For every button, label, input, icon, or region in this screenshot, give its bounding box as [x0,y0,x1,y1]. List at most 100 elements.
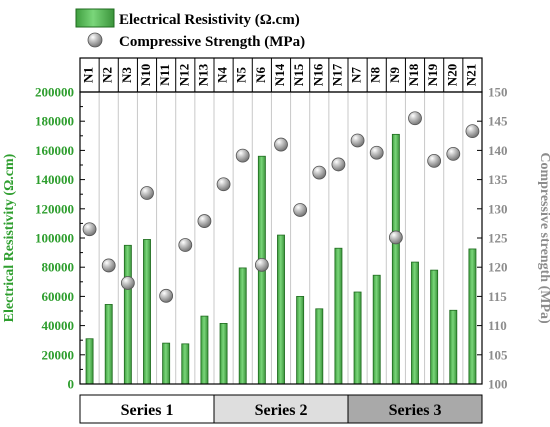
marker-point [254,257,269,272]
marker-point [82,222,97,237]
bar [238,267,247,385]
marker-point [197,214,212,228]
category-label: N15 [291,63,306,86]
bar [334,247,343,385]
marker-point [408,111,422,126]
marker-point [274,137,288,152]
category-label: N8 [368,67,383,83]
legend-marker-swatch [87,32,103,48]
bar [277,234,285,385]
bar [200,315,209,385]
bar [219,323,228,385]
bar [449,309,458,385]
y2-tick-label: 100 [488,377,508,392]
series-group-box [79,394,215,424]
bar [372,274,381,385]
y2-tick-label: 130 [488,201,508,216]
marker-point [331,157,346,172]
legend: Electrical Resistivity (Ω.cm) Compressiv… [75,8,305,50]
legend-label-resistivity: Electrical Resistivity (Ω.cm) [119,12,300,28]
y-tick-label: 160000 [35,143,74,158]
y2-tick-label: 125 [488,231,508,246]
y2-tick-label: 105 [488,347,508,362]
legend-label-strength: Compressive Strength (MPa) [119,34,305,50]
markers [82,111,480,303]
bar [353,291,362,385]
y-tick-label: 120000 [35,201,74,216]
y2-tick-label: 150 [488,85,508,100]
category-label: N6 [253,67,268,83]
y-tick-label: 40000 [42,318,75,333]
bar [296,295,305,385]
marker-point [120,276,135,290]
marker-point [388,230,403,245]
right-axis: 100 105 110 115 120 125 130 135 140 145 150 [477,85,508,392]
bar [430,269,439,385]
category-label: N1 [81,67,96,83]
category-label: N14 [272,63,287,86]
category-label: N3 [119,67,134,83]
series-group-label: Series 1 [121,402,174,419]
y2-tick-label: 115 [488,289,507,304]
marker-point [446,147,461,161]
bars [85,133,477,385]
category-header: N1 N2 N3 N10 N11 N12 N13 N4 N5 N6 N14 N15 N16 N17 N7 N8… [79,57,483,93]
marker-point [350,133,365,148]
y2-tick-label: 110 [488,318,507,333]
y-axis-label: Electrical Resistivity (Ω.cm) [2,153,17,322]
y2-tick-label: 145 [488,114,508,129]
marker-point [465,124,480,139]
series-group-label: Series 3 [389,402,442,419]
category-label: N4 [215,67,230,83]
category-label: N7 [349,67,364,83]
series-groups: Series 1 Series 2 Series 3 [79,394,483,424]
y-tick-label: 20000 [42,347,75,362]
category-label: N12 [176,64,191,86]
y-tick-label: 200000 [35,85,74,100]
marker-point [178,238,193,252]
category-label: N2 [100,67,115,83]
category-label: N18 [406,63,421,86]
category-label: N10 [138,64,153,86]
category-label: N21 [463,64,478,86]
marker-point [369,145,384,160]
category-label: N16 [310,63,325,86]
bar [143,239,151,385]
marker-point [235,148,250,163]
y-tick-label: 140000 [35,172,74,187]
marker-point [427,154,442,168]
bar [411,261,419,385]
bar [104,304,113,385]
y2-tick-label: 120 [488,260,508,275]
marker-point [216,177,231,192]
bar [181,343,190,385]
category-label: N17 [329,63,344,86]
marker-point [101,258,116,273]
y-tick-label: 0 [68,377,75,392]
y-tick-label: 60000 [42,289,75,304]
series-group-box [213,394,349,424]
bar [468,248,477,385]
category-header-frame [79,57,483,93]
category-label: N13 [195,63,210,86]
grid [98,92,464,384]
bar [123,244,132,385]
marker-point [312,165,327,180]
category-label: N11 [157,64,172,86]
bar [391,133,400,385]
y2-axis-label: Compressive strength (MPa) [537,152,550,324]
marker-point [293,203,308,217]
bar [315,308,324,385]
category-label: N19 [425,63,440,86]
bar [85,338,94,385]
marker-point [140,186,154,200]
y-tick-label: 180000 [35,114,74,129]
y-tick-label: 100000 [35,231,74,246]
category-label: N9 [387,67,402,83]
marker-point [159,288,174,303]
bar [162,342,171,385]
category-label: N20 [444,64,459,86]
y2-tick-label: 140 [488,143,508,158]
series-group-box [347,394,483,424]
y-tick-label: 80000 [42,260,75,275]
